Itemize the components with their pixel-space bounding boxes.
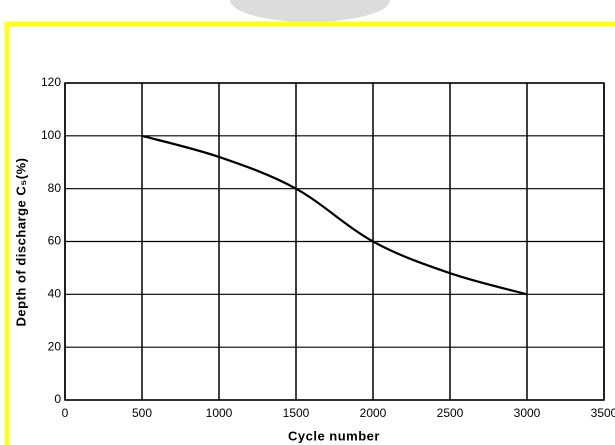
frame — [4, 21, 615, 445]
y-tick-label: 20 — [48, 339, 62, 353]
x-tick-label: 3000 — [514, 406, 541, 420]
y-axis-label: Depth of discharge C₅(%) — [13, 158, 28, 327]
x-tick-label: 0 — [62, 406, 69, 420]
x-tick-label: 1000 — [206, 406, 233, 420]
x-tick-label: 2500 — [437, 406, 464, 420]
y-tick-label: 80 — [48, 181, 62, 195]
y-tick-label: 100 — [41, 128, 61, 142]
x-axis-label: Cycle number — [288, 428, 380, 443]
x-tick-label: 3500 — [591, 406, 615, 420]
line — [141, 134, 528, 296]
decoration — [230, 0, 390, 22]
y-tick-label: 60 — [48, 234, 62, 248]
y-tick-label: 40 — [48, 287, 62, 301]
x-tick-label: 1500 — [283, 406, 310, 420]
x-tick-label: 2000 — [360, 406, 387, 420]
x-tick-label: 500 — [132, 406, 152, 420]
y-tick-label: 120 — [41, 75, 61, 89]
y-tick-label: 0 — [54, 392, 61, 406]
